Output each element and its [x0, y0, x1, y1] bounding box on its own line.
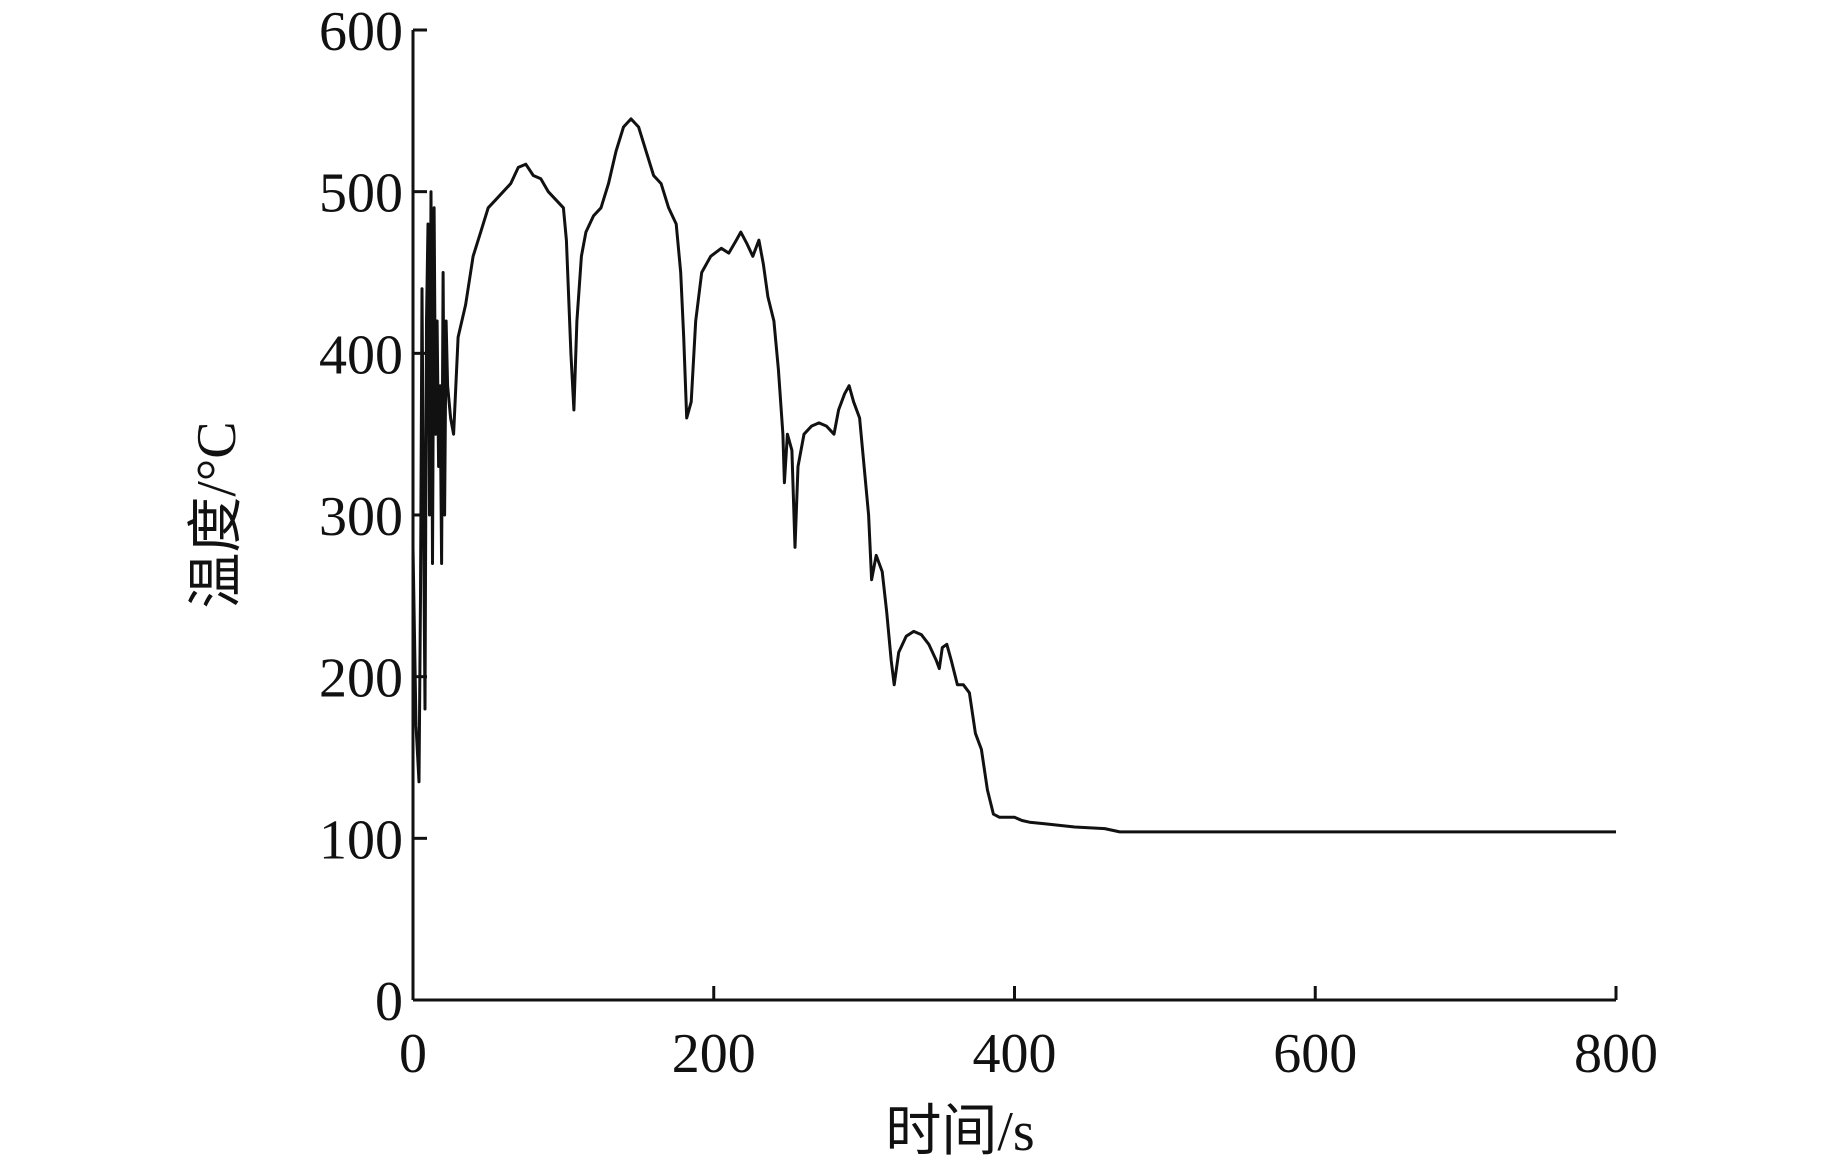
data-line: [411, 117, 1616, 834]
y-tick-label: 500: [319, 163, 403, 225]
x-tick-label: 400: [973, 1023, 1057, 1085]
x-tick-label: 0: [399, 1023, 427, 1085]
x-tick-label: 600: [1273, 1023, 1357, 1085]
y-tick-label: 100: [319, 809, 403, 871]
x-tick-label: 200: [672, 1023, 756, 1085]
y-tick-label: 0: [375, 971, 403, 1033]
y-tick-label: 400: [319, 324, 403, 386]
y-tick-label: 600: [319, 1, 403, 63]
x-tick-label: 800: [1574, 1023, 1658, 1085]
y-axis-label: 温度/°C: [186, 421, 248, 608]
x-axis-label: 时间/s: [885, 1101, 1034, 1163]
y-tick-label: 200: [319, 648, 403, 710]
y-tick-label: 300: [319, 486, 403, 548]
